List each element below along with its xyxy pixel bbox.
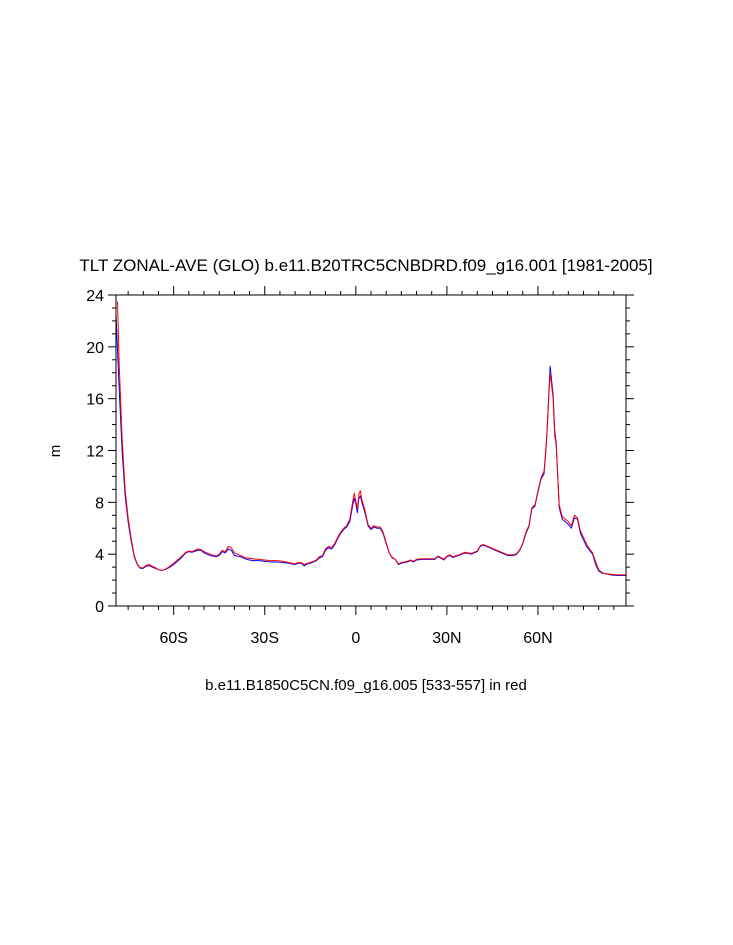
plot-frame [115, 294, 627, 607]
chart-subtitle: b.e11.B1850C5CN.f09_g16.005 [533-557] in… [205, 677, 527, 694]
x-tick-label: 60S [159, 630, 187, 647]
y-tick-label: 24 [86, 288, 104, 305]
y-tick-label: 12 [86, 444, 104, 461]
y-tick-label: 8 [95, 495, 104, 512]
y-axis-label: m [47, 445, 64, 458]
x-tick-label: 60N [523, 630, 552, 647]
tick-labels-layer: 0 4 8 12 16 20 24 60S 30S 0 30N 60N [86, 288, 552, 647]
x-tick-label: 0 [351, 630, 360, 647]
x-tick-label: 30S [251, 630, 279, 647]
series-line-1 [115, 314, 626, 577]
y-tick-label: 20 [86, 340, 104, 357]
y-tick-label: 16 [86, 392, 104, 409]
series-layer [115, 301, 626, 577]
plot-area: 0 4 8 12 16 20 24 60S 30S 0 30N 60N [86, 286, 634, 647]
y-tick-label: 4 [95, 547, 104, 564]
y-tick-label: 0 [95, 599, 104, 616]
x-tick-label: 30N [432, 630, 461, 647]
chart-title: TLT ZONAL-AVE (GLO) b.e11.B20TRC5CNBDRD.… [79, 256, 652, 275]
ticks-layer [108, 286, 634, 615]
series-line-2 [117, 301, 626, 576]
